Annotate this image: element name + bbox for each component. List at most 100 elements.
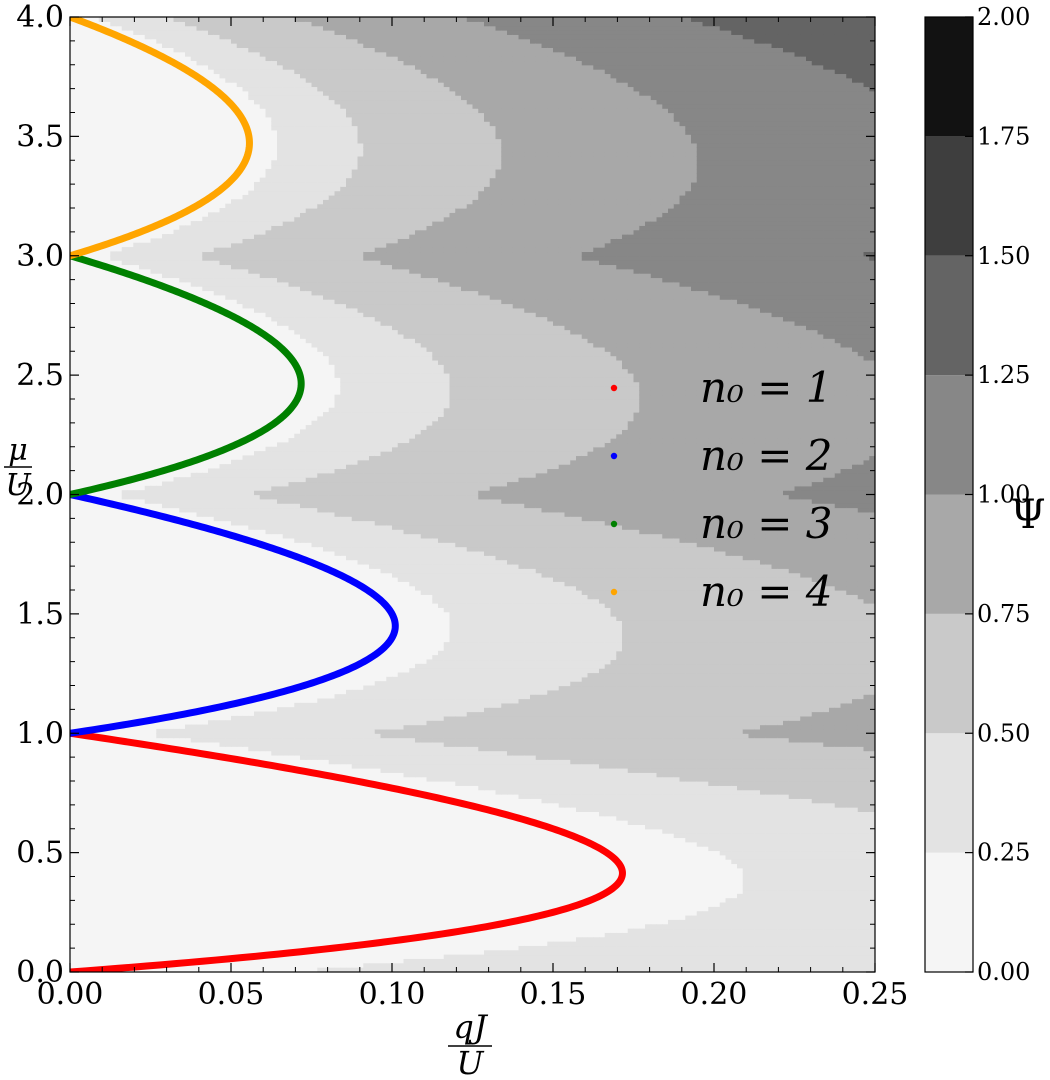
contour-cell — [312, 243, 318, 248]
contour-cell — [427, 65, 433, 70]
contour-cell — [352, 26, 358, 31]
contour-cell — [346, 403, 352, 408]
contour-cell — [398, 347, 404, 352]
contour-cell — [421, 191, 427, 196]
contour-cell — [427, 139, 433, 144]
contour-cell — [151, 269, 157, 274]
contour-cell — [404, 169, 410, 174]
contour-cell — [346, 52, 352, 57]
contour-cell — [317, 99, 323, 104]
contour-cell — [317, 299, 323, 304]
contour-cell — [392, 425, 398, 430]
contour-cell — [415, 512, 421, 517]
contour-cell — [277, 21, 283, 26]
contour-cell — [398, 60, 404, 65]
contour-cell — [409, 39, 415, 44]
contour-cell — [346, 256, 352, 261]
contour-cell — [421, 204, 427, 209]
contour-cell — [358, 699, 364, 704]
contour-cell — [283, 746, 289, 751]
contour-cell — [432, 247, 438, 252]
contour-cell — [260, 212, 266, 217]
contour-cell — [329, 195, 335, 200]
contour-cell — [415, 751, 421, 756]
contour-cell — [271, 464, 277, 469]
contour-cell — [139, 17, 145, 22]
contour-cell — [381, 238, 387, 243]
contour-cell — [415, 464, 421, 469]
contour-cell — [369, 512, 375, 517]
contour-cell — [346, 499, 352, 504]
contour-cell — [289, 742, 295, 747]
contour-cell — [289, 325, 295, 330]
contour-cell — [381, 377, 387, 382]
contour-cell — [432, 772, 438, 777]
contour-cell — [306, 39, 312, 44]
contour-cell — [306, 481, 312, 486]
contour-cell — [202, 43, 208, 48]
contour-cell — [231, 720, 237, 725]
contour-cell — [283, 91, 289, 96]
contour-cell — [277, 156, 283, 161]
contour-cell — [300, 481, 306, 486]
contour-cell — [260, 208, 266, 213]
contour-cell — [386, 52, 392, 57]
contour-cell — [421, 377, 427, 382]
contour-cell — [271, 733, 277, 738]
contour-cell — [248, 26, 254, 31]
contour-cell — [375, 295, 381, 300]
contour-cell — [421, 681, 427, 686]
contour-cell — [312, 746, 318, 751]
contour-cell — [300, 34, 306, 39]
contour-cell — [340, 360, 346, 365]
contour-cell — [340, 130, 346, 135]
contour-cell — [248, 217, 254, 222]
contour-cell — [358, 764, 364, 769]
contour-cell — [358, 317, 364, 322]
contour-cell — [398, 243, 404, 248]
contour-cell — [335, 39, 341, 44]
contour-cell — [404, 516, 410, 521]
contour-cell — [409, 208, 415, 213]
contour-cell — [375, 468, 381, 473]
contour-cell — [421, 499, 427, 504]
contour-cell — [415, 143, 421, 148]
contour-cell — [243, 512, 249, 517]
contour-cell — [404, 720, 410, 725]
contour-cell — [237, 204, 243, 209]
contour-cell — [237, 725, 243, 730]
contour-cell — [225, 39, 231, 44]
contour-cell — [237, 247, 243, 252]
contour-cell — [415, 173, 421, 178]
contour-cell — [220, 508, 226, 513]
contour-cell — [260, 299, 266, 304]
contour-cell — [427, 382, 433, 387]
contour-cell — [323, 182, 329, 187]
contour-cell — [409, 34, 415, 39]
contour-cell — [340, 421, 346, 426]
contour-cell — [283, 464, 289, 469]
contour-cell — [392, 746, 398, 751]
contour-cell — [335, 113, 341, 118]
contour-cell — [363, 308, 369, 313]
contour-cell — [369, 690, 375, 695]
contour-cell — [294, 39, 300, 44]
contour-cell — [329, 490, 335, 495]
contour-cell — [145, 260, 151, 265]
contour-cell — [317, 434, 323, 439]
contour-cell — [294, 34, 300, 39]
contour-cell — [323, 264, 329, 269]
contour-cell — [277, 126, 283, 131]
contour-cell — [409, 143, 415, 148]
contour-cell — [421, 134, 427, 139]
contour-cell — [369, 282, 375, 287]
contour-cell — [202, 499, 208, 504]
contour-cell — [277, 733, 283, 738]
contour-cell — [231, 26, 237, 31]
contour-cell — [260, 525, 266, 530]
contour-cell — [398, 212, 404, 217]
contour-cell — [358, 416, 364, 421]
contour-cell — [317, 130, 323, 135]
contour-cell — [369, 208, 375, 213]
contour-cell — [415, 538, 421, 543]
